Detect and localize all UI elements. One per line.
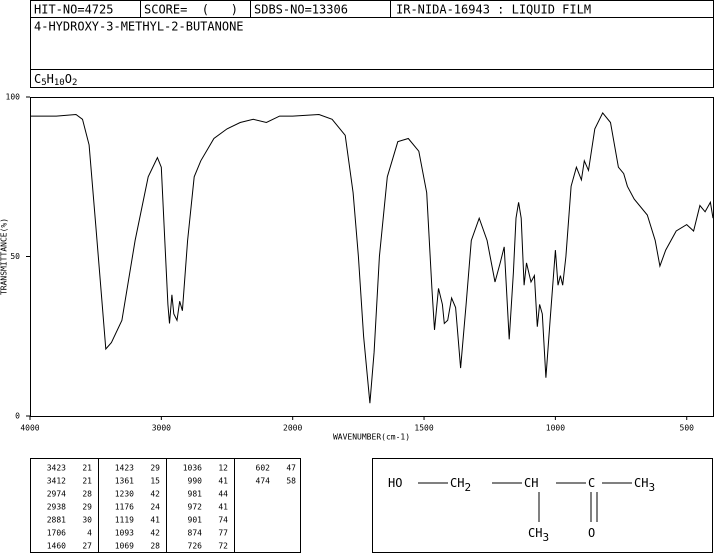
transmittance-cell: 47: [286, 464, 296, 473]
transmittance-cell: 21: [82, 477, 92, 486]
transmittance-cell: 30: [82, 516, 92, 525]
transmittance-cell: 41: [218, 503, 228, 512]
transmittance-cell: 28: [150, 542, 160, 551]
transmittance-cell: 28: [82, 490, 92, 499]
wavenumber-cell: 990: [188, 477, 203, 486]
transmittance-cell: 72: [218, 542, 228, 551]
sdbs-no: SDBS-NO=13306: [254, 3, 348, 17]
wavenumber-cell: 1093: [115, 529, 134, 538]
wavenumber-cell: 981: [188, 490, 203, 499]
transmittance-cell: 58: [286, 477, 296, 486]
transmittance-cell: 15: [150, 477, 160, 486]
transmittance-cell: 42: [150, 529, 160, 538]
spectrum: [30, 111, 714, 404]
x-tick-label: 3000: [152, 424, 171, 433]
atom-symbol: CH: [528, 526, 542, 540]
method: IR-NIDA-16943 : LIQUID FILM: [396, 3, 591, 17]
wavenumber-cell: 1706: [47, 529, 66, 538]
x-tick-label: 1500: [414, 424, 433, 433]
formula-subscript: 5: [41, 78, 46, 88]
atom-symbol: O: [588, 526, 595, 540]
bonds: [418, 482, 632, 522]
wavenumber-cell: 1423: [115, 464, 134, 473]
wavenumber-cell: 2974: [47, 490, 66, 499]
atom-symbol: CH: [450, 476, 464, 490]
transmittance-cell: 41: [218, 477, 228, 486]
y-tick-label: 100: [6, 93, 21, 102]
wavenumber-cell: 3423: [47, 464, 66, 473]
atom: O: [588, 526, 595, 540]
y-axis-label: TRANSMITTANCE(%): [0, 218, 9, 295]
wavenumber-cell: 3412: [47, 477, 66, 486]
atom-symbol: CH: [524, 476, 538, 490]
wavenumber-cell: 1460: [47, 542, 66, 551]
transmittance-cell: 77: [218, 529, 228, 538]
header-row: [30, 0, 714, 18]
atom: CH3: [634, 476, 655, 495]
formula-row: [30, 69, 714, 88]
atom: C: [588, 476, 595, 490]
x-tick-label: 1000: [546, 424, 565, 433]
atom: CH2: [450, 476, 471, 495]
transmittance-cell: 74: [218, 516, 228, 525]
wavenumber-cell: 901: [188, 516, 203, 525]
x-tick-label: 2000: [283, 424, 302, 433]
x-axis-label: WAVENUMBER(cm-1): [333, 433, 410, 442]
transmittance-cell: 29: [150, 464, 160, 473]
transmittance-cell: 27: [82, 542, 92, 551]
atom: CH: [524, 476, 538, 490]
wavenumber-cell: 1361: [115, 477, 134, 486]
hit-no: HIT-NO=4725: [34, 3, 113, 17]
atom: CH3: [528, 526, 549, 545]
transmittance-cell: 12: [218, 464, 228, 473]
wavenumber-cell: 474: [256, 477, 271, 486]
wavenumber-cell: 726: [188, 542, 203, 551]
wavenumber-cell: 2881: [47, 516, 66, 525]
atom-symbol: HO: [388, 476, 402, 490]
transmittance-cell: 21: [82, 464, 92, 473]
formula-subscript: 10: [54, 78, 65, 88]
atom-subscript: 2: [464, 481, 471, 494]
transmittance-cell: 4: [87, 529, 92, 538]
wavenumber-cell: 1119: [115, 516, 134, 525]
formula-element: H: [47, 72, 54, 86]
wavenumber-cell: 1230: [115, 490, 134, 499]
atom-symbol: C: [588, 476, 595, 490]
x-tick-label: 4000: [20, 424, 39, 433]
formula-element: O: [65, 72, 72, 86]
compound-name: 4-HYDROXY-3-METHYL-2-BUTANONE: [34, 20, 244, 34]
wavenumber-cell: 2938: [47, 503, 66, 512]
y-tick-label: 50: [10, 252, 20, 261]
formula: C5H10O2: [34, 72, 77, 88]
score: SCORE= ( ): [144, 3, 238, 17]
atom: HO: [388, 476, 402, 490]
atom-subscript: 3: [648, 481, 655, 494]
y-tick-label: 0: [15, 412, 20, 421]
x-tick-label: 500: [680, 424, 695, 433]
transmittance-cell: 41: [150, 516, 160, 525]
wavenumber-cell: 874: [188, 529, 203, 538]
formula-subscript: 2: [72, 78, 77, 88]
wavenumber-cell: 972: [188, 503, 203, 512]
peak-table-frame: [30, 458, 301, 553]
atom-symbol: CH: [634, 476, 648, 490]
atom-subscript: 3: [542, 531, 549, 544]
wavenumber-cell: 1036: [183, 464, 202, 473]
transmittance-cell: 42: [150, 490, 160, 499]
transmittance-cell: 24: [150, 503, 160, 512]
wavenumber-cell: 602: [256, 464, 271, 473]
transmittance-cell: 29: [82, 503, 92, 512]
formula-element: C: [34, 72, 41, 86]
plot-frame: [30, 97, 714, 417]
transmittance-cell: 44: [218, 490, 228, 499]
wavenumber-cell: 1069: [115, 542, 134, 551]
wavenumber-cell: 1176: [115, 503, 134, 512]
